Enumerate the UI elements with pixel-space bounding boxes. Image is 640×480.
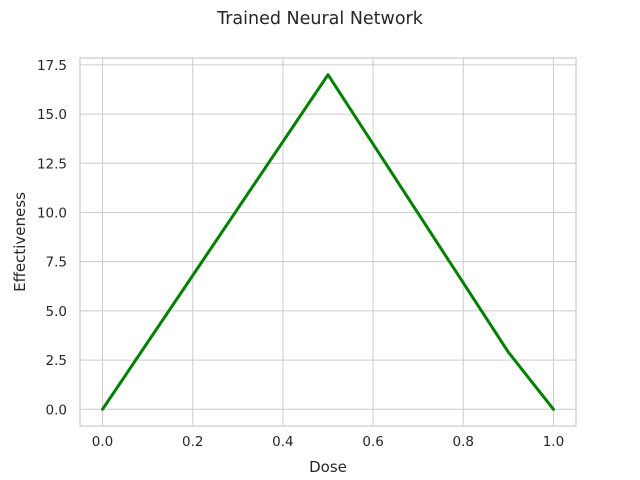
grid [80,58,576,426]
y-tick-label: 5.0 [46,304,67,320]
y-tick-labels: 0.0 2.5 5.0 7.5 10.0 12.5 15.0 17.5 [37,58,67,418]
x-tick-label: 0.4 [272,434,293,450]
y-tick-label: 7.5 [46,255,67,271]
plot-area [80,58,576,426]
x-axis-label: Dose [309,458,347,476]
series-group [101,73,555,411]
plot-frame [79,57,577,427]
y-tick-label: 17.5 [37,58,67,74]
y-tick-label: 0.0 [46,402,67,418]
y-tick-label: 15.0 [37,107,67,123]
series-line [101,73,555,411]
y-tick-label: 12.5 [37,156,67,172]
chart-title: Trained Neural Network [216,9,424,29]
x-tick-label: 1.0 [543,434,564,450]
x-tick-label: 0.2 [182,434,203,450]
y-tick-label: 10.0 [37,205,67,221]
x-tick-labels: 0.0 0.2 0.4 0.6 0.8 1.0 [92,434,564,450]
x-tick-label: 0.8 [453,434,474,450]
y-axis-label: Effectiveness [11,192,29,292]
x-tick-label: 0.0 [92,434,113,450]
x-tick-label: 0.6 [362,434,383,450]
y-tick-label: 2.5 [46,353,67,369]
